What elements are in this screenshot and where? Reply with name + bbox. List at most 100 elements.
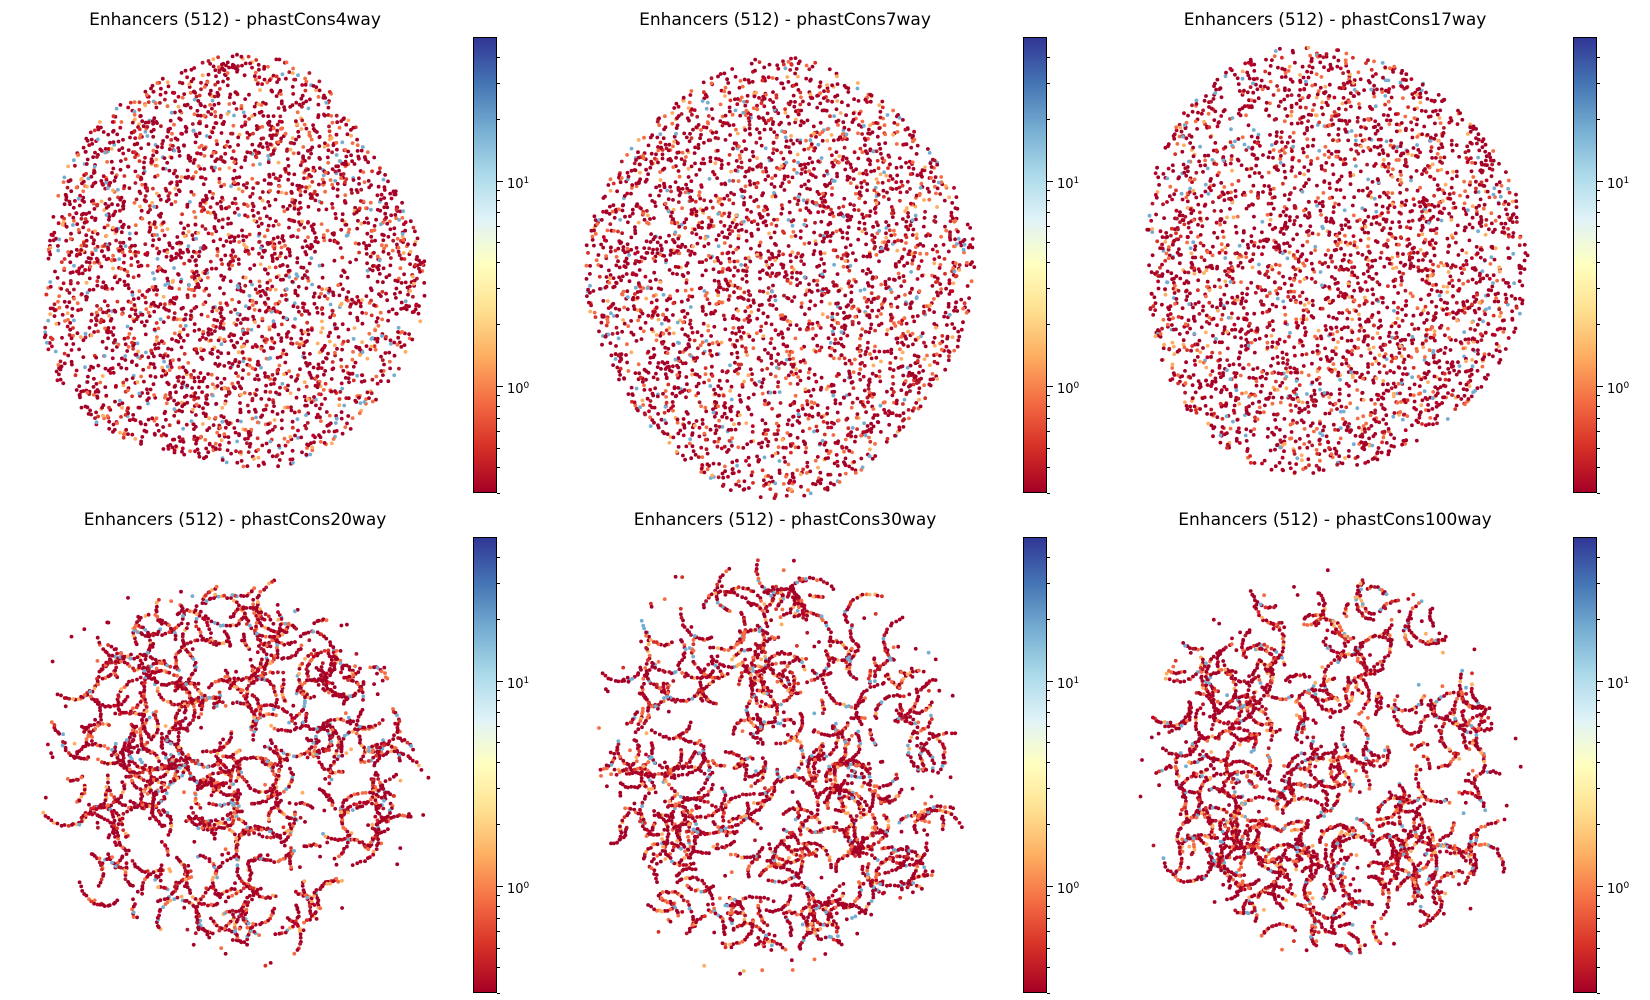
scatter-point [237,175,242,180]
scatter-point [760,418,765,423]
scatter-point [826,384,831,389]
scatter-point [146,142,151,147]
scatter-point [151,362,156,367]
scatter-point [227,235,232,240]
scatter-point [194,94,199,99]
scatter-point [278,355,283,359]
scatter-point [737,153,742,158]
scatter-point [146,355,151,360]
scatter-point [211,64,216,69]
scatter-point [153,342,157,347]
scatter-point [385,298,390,303]
scatter-point [281,204,286,209]
scatter-point [764,169,769,174]
scatter-point [350,416,355,420]
scatter-point [318,166,322,171]
scatter-point [272,381,276,386]
scatter-point [744,349,748,354]
scatter-point [375,254,380,259]
scatter-point [845,333,850,338]
scatter-point [319,419,323,423]
scatter-point [386,251,391,256]
scatter-point [320,312,325,316]
scatter-point [378,166,382,171]
scatter-point [175,375,180,380]
scatter-point [835,93,840,98]
scatter-point [182,395,187,399]
scatter-point [847,358,852,363]
scatter-point [629,191,633,196]
scatter-point [385,205,390,210]
scatter-point [699,132,703,137]
scatter-point [288,457,293,462]
scatter-point [280,72,285,77]
scatter-point [866,383,871,388]
scatter-point [131,347,136,351]
scatter-point [233,196,238,201]
scatter-point [248,391,252,396]
scatter-point [56,299,60,304]
scatter-point [316,366,320,371]
scatter-point [321,173,326,178]
scatter-point [907,389,912,393]
scatter-point [625,153,629,157]
scatter-point [743,346,748,351]
scatter-point [96,125,100,130]
scatter-point [396,325,401,330]
scatter-point [62,361,67,366]
scatter-point [233,307,238,312]
scatter-point [833,401,838,406]
scatter-point [326,105,331,110]
scatter-point [343,180,347,185]
scatter-point [110,202,114,207]
scatter-point [848,243,853,248]
scatter-point [807,319,812,324]
scatter-point [611,276,616,280]
scatter-point [866,387,871,391]
scatter-point [337,125,342,130]
scatter-point [254,58,259,62]
scatter-point [278,174,283,179]
scatter-point [322,372,326,377]
scatter-point [91,385,96,389]
scatter-point [324,356,328,360]
scatter-point [234,107,239,111]
scatter-point [159,86,163,91]
scatter-point [260,82,264,86]
scatter-point [903,379,908,383]
scatter-point [228,279,233,284]
scatter-point [78,193,82,198]
scatter-point [763,421,768,426]
scatter-point [271,172,276,177]
scatter-point [625,342,629,347]
scatter-point [763,398,767,403]
scatter-point [245,403,250,408]
scatter-point [110,120,115,124]
scatter-point [764,432,769,436]
scatter-point [86,176,91,181]
scatter-point [731,146,735,151]
scatter-point [292,206,297,211]
scatter-point [910,218,915,223]
scatter-point [394,216,398,221]
scatter-point [236,374,241,378]
scatter-point [121,151,126,156]
colorbar-minor-tick [497,118,500,120]
scatter-point [787,353,792,357]
scatter-point [620,231,624,236]
scatter-point [799,484,803,489]
scatter-point [232,113,236,118]
scatter-point [218,324,223,329]
scatter-point [944,228,949,233]
scatter-point [620,274,625,279]
scatter-point [868,447,872,452]
scatter-point [904,241,908,245]
scatter-point [285,405,290,410]
scatter-point [48,312,52,316]
scatter-point [344,295,349,300]
scatter-point [230,201,235,206]
scatter-point [296,134,301,139]
scatter-point [736,295,741,300]
scatter-point [372,250,376,255]
scatter-point [67,212,72,217]
